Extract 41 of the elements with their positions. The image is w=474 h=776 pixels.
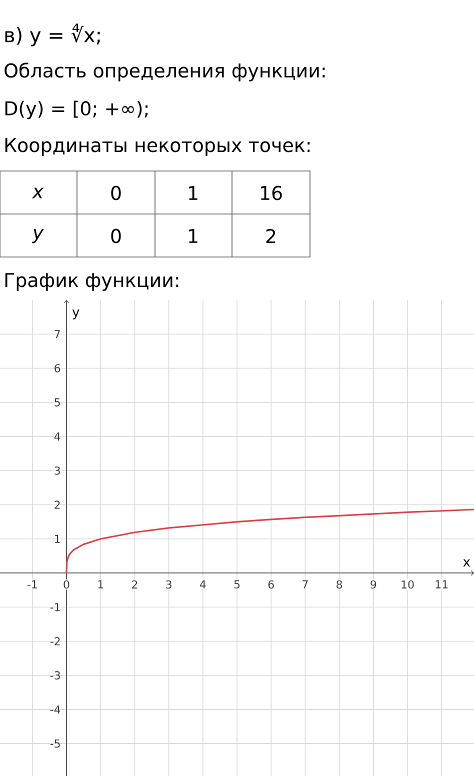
- y-axis-title: y: [72, 310, 80, 320]
- text: Координаты некоторых точек:: [5, 138, 310, 156]
- x-tick-label: 1: [98, 580, 104, 588]
- y-tick-label: 3: [54, 466, 60, 475]
- text: 16: [261, 186, 282, 200]
- x-tick-label: 8: [336, 580, 342, 589]
- chart-subtitle: Область определения функции:: [4, 62, 325, 82]
- x-tick-label: -1: [27, 580, 37, 588]
- x-tick-label: 2: [132, 580, 138, 588]
- text: 1: [189, 229, 198, 243]
- text: 0: [111, 228, 121, 244]
- x-tick-label: 3: [166, 580, 172, 589]
- chart-title: в) y = ∜x;: [5, 24, 100, 46]
- x-tick-label: 7: [302, 580, 308, 588]
- x-tick-label: 4: [200, 580, 206, 588]
- text: x: [32, 188, 44, 198]
- y-tick-label: -2: [50, 637, 60, 646]
- text: y: [32, 228, 44, 244]
- text: График функции:: [5, 273, 178, 291]
- y-tick-label: -1: [50, 603, 60, 612]
- text: 2: [266, 228, 276, 244]
- line-series: [66, 508, 474, 574]
- y-tick-label: 2: [54, 500, 60, 509]
- y-tick-label: -4: [50, 705, 60, 714]
- x-tick-label: 0: [64, 580, 70, 589]
- y-tick-label: 7: [54, 330, 60, 338]
- x-tick-label: 11: [436, 580, 448, 588]
- y-tick-label: 1: [55, 534, 60, 543]
- x-tick-label: 6: [268, 580, 274, 589]
- y-tick-label: 4: [54, 432, 60, 440]
- y-tick-label: -3: [50, 671, 60, 680]
- y-tick-label: 5: [54, 398, 60, 406]
- x-tick-label: 9: [370, 580, 376, 589]
- text: D(y) = [0; +∞);: [5, 100, 148, 120]
- text: 0: [111, 186, 121, 200]
- text: 1: [189, 186, 198, 200]
- x-tick-label: 5: [234, 580, 240, 588]
- x-tick-label: 10: [402, 580, 414, 589]
- x-axis-title: x: [463, 559, 470, 566]
- y-tick-label: 6: [54, 364, 60, 372]
- y-tick-label: -5: [50, 740, 60, 748]
